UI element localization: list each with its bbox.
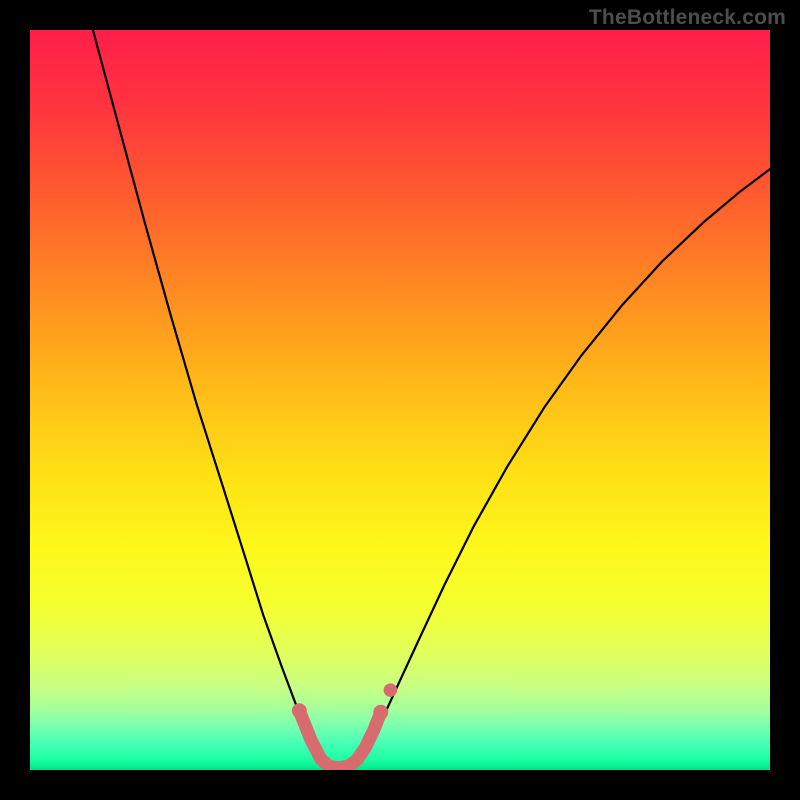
- marker-detached: [384, 683, 398, 697]
- marker-endpoint: [373, 705, 388, 720]
- marker-endpoint: [292, 703, 307, 718]
- watermark-label: TheBottleneck.com: [589, 6, 786, 30]
- plot-background-gradient: [30, 30, 770, 770]
